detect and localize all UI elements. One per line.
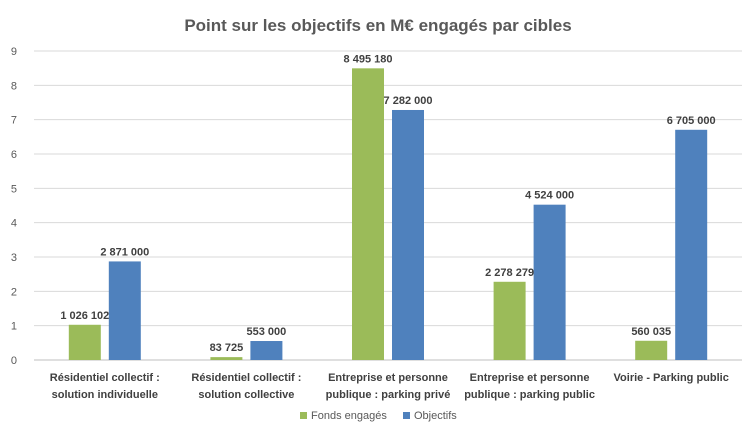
category-label: publique : parking public (464, 389, 595, 401)
legend-swatch (403, 412, 410, 419)
category-label: Entreprise et personne (328, 372, 448, 384)
data-label: 6 705 000 (667, 115, 716, 127)
data-label: 4 524 000 (525, 190, 574, 202)
bar-objectifs (392, 109, 424, 360)
y-tick-label: 9 (11, 46, 17, 58)
data-label: 7 282 000 (384, 95, 433, 107)
data-label: 8 495 180 (344, 53, 393, 65)
category-label: Voirie - Parking public (614, 372, 729, 384)
chart-title: Point sur les objectifs en M€ engagés pa… (184, 16, 571, 35)
y-tick-label: 6 (11, 149, 17, 161)
bars (68, 68, 708, 360)
data-label: 1 026 102 (60, 310, 109, 322)
data-label: 553 000 (247, 326, 287, 338)
y-tick-label: 3 (11, 252, 17, 264)
y-tick-label: 5 (11, 183, 17, 195)
bar-objectifs (675, 129, 708, 360)
category-label: Résidentiel collectif : (50, 372, 160, 384)
bar-fonds-engages (210, 357, 243, 360)
bar-objectifs (108, 261, 141, 360)
bar-fonds-engages (493, 281, 526, 360)
category-label: Entreprise et personne (470, 372, 590, 384)
category-label: solution individuelle (52, 389, 158, 401)
category-labels: Résidentiel collectif : solution individu… (50, 372, 729, 401)
legend-label: Objectifs (414, 410, 457, 422)
y-axis-ticks: 0 1 2 3 4 5 6 7 8 9 (11, 46, 17, 367)
y-tick-label: 0 (11, 355, 17, 367)
bar-fonds-engages (352, 68, 384, 360)
legend: Fonds engagés Objectifs (300, 410, 457, 422)
y-tick-label: 2 (11, 286, 17, 298)
gridlines (34, 50, 742, 361)
y-tick-label: 8 (11, 80, 17, 92)
bar-objectifs (533, 204, 566, 360)
data-label: 2 871 000 (100, 246, 149, 258)
legend-label: Fonds engagés (311, 410, 387, 422)
bar-objectifs (250, 341, 283, 360)
y-tick-label: 1 (11, 321, 17, 333)
legend-swatch (300, 412, 307, 419)
data-label: 560 035 (631, 326, 671, 338)
y-tick-label: 4 (11, 218, 17, 230)
bar-fonds-engages (68, 324, 101, 360)
bar-fonds-engages (635, 340, 668, 360)
category-label: solution collective (198, 389, 294, 401)
data-label: 2 278 279 (485, 267, 534, 279)
data-label: 83 725 (210, 342, 244, 354)
category-label: Résidentiel collectif : (191, 372, 301, 384)
category-label: publique : parking privé (326, 389, 451, 401)
y-tick-label: 7 (11, 115, 17, 127)
